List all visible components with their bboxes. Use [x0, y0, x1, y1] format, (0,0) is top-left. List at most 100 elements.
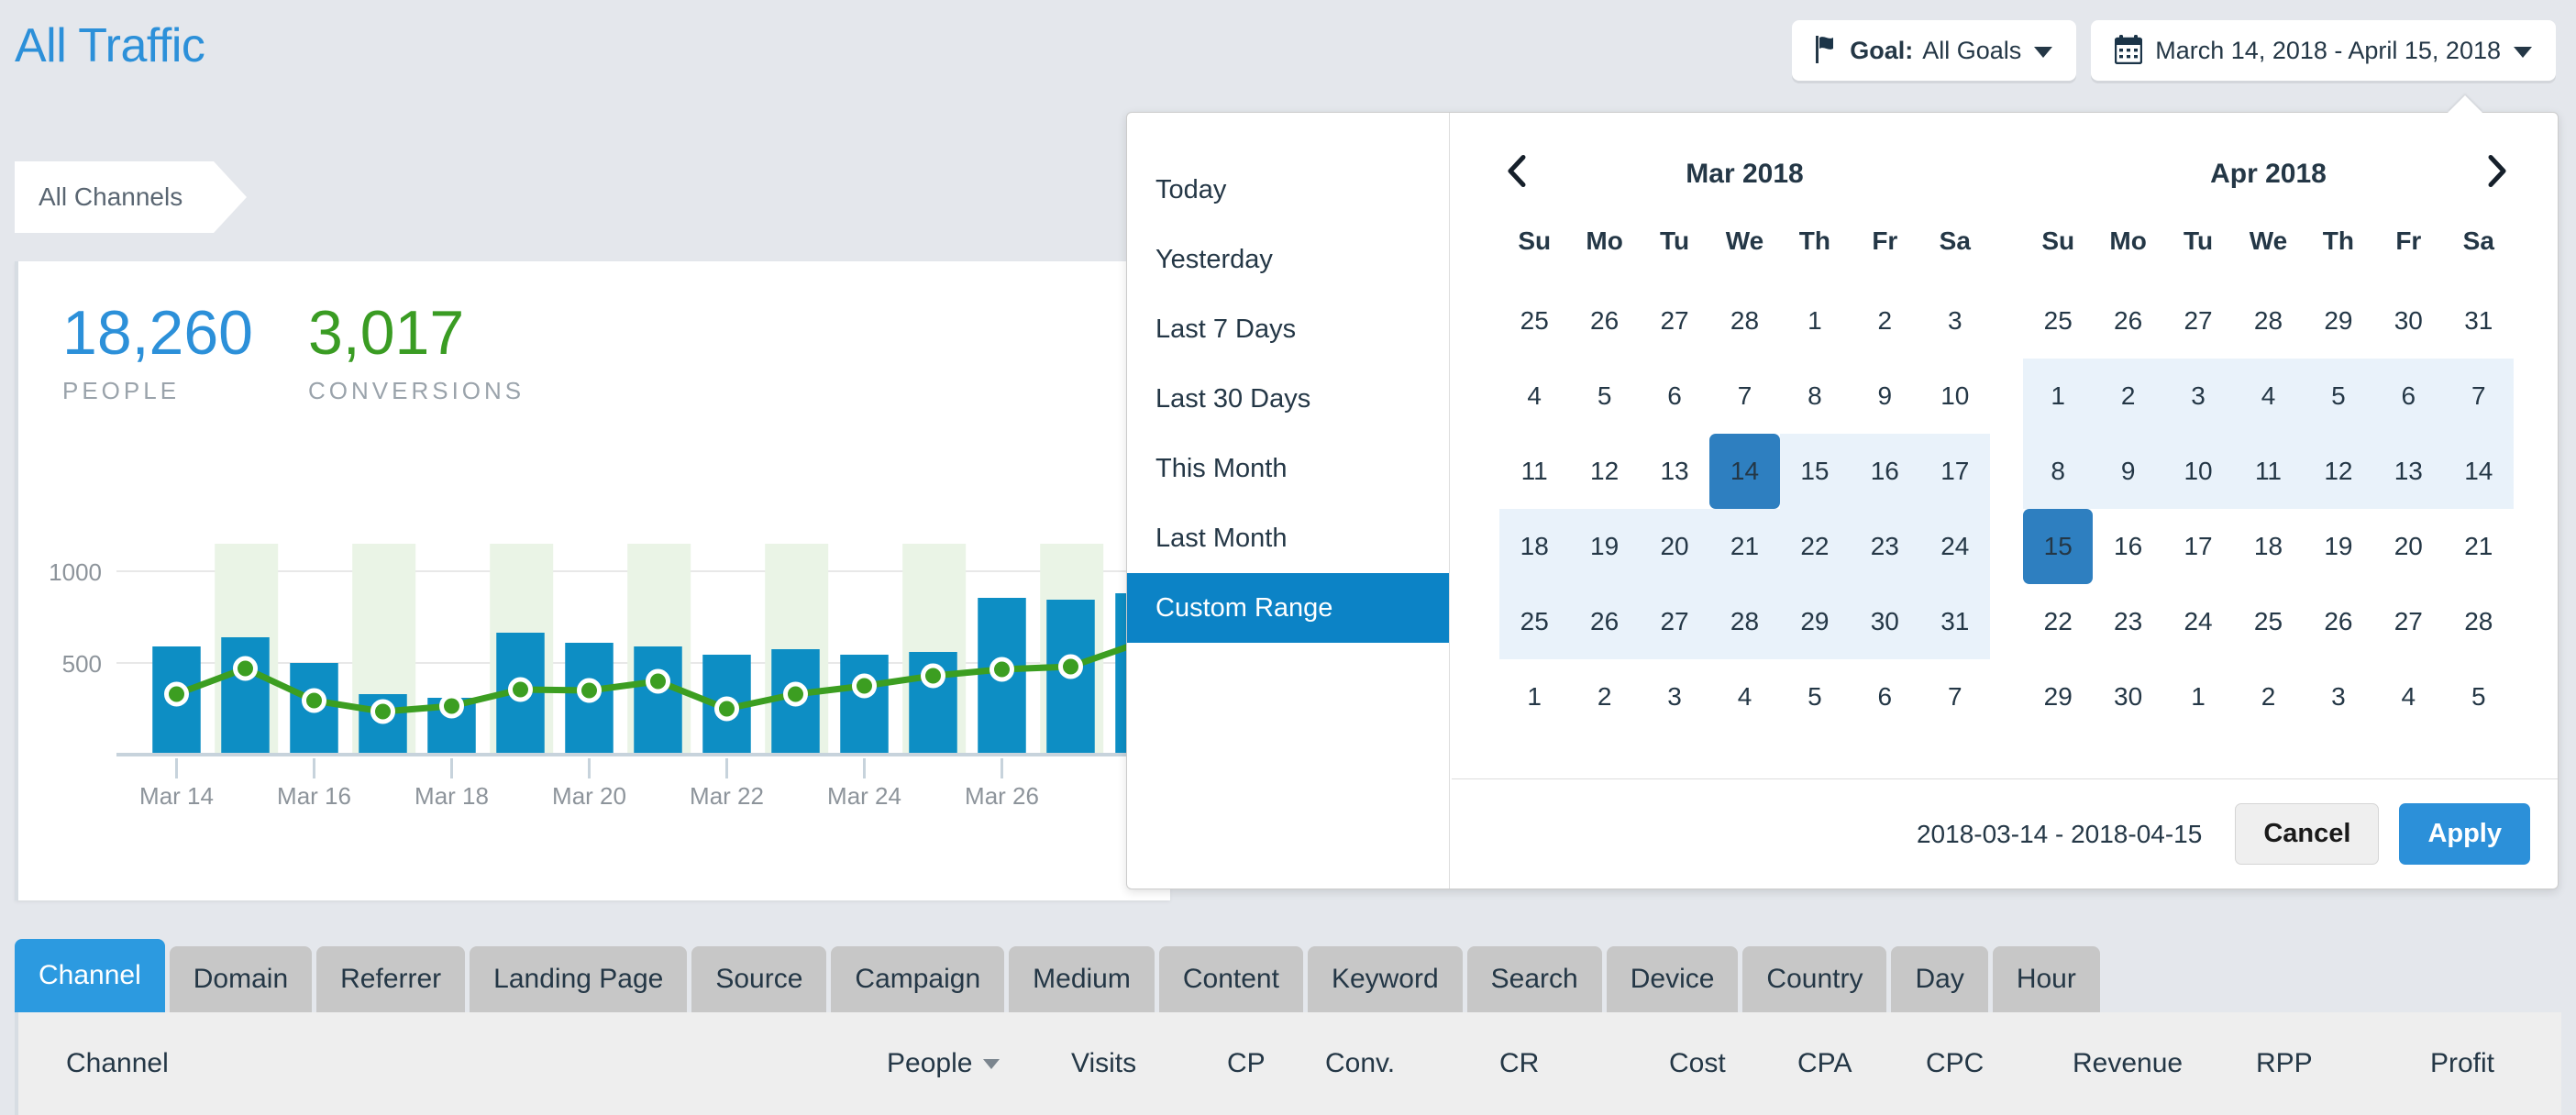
calendar-day[interactable]: 18: [1499, 509, 1570, 584]
column-header-visits[interactable]: Visits: [1071, 1048, 1136, 1079]
calendar-day[interactable]: 31: [1919, 584, 1990, 659]
tab-medium[interactable]: Medium: [1009, 946, 1155, 1012]
column-header-profit[interactable]: Profit: [2430, 1048, 2494, 1079]
calendar-day[interactable]: 26: [1590, 306, 1620, 335]
calendar-day[interactable]: 19: [1569, 509, 1640, 584]
date-preset-this-month[interactable]: This Month: [1127, 434, 1449, 503]
calendar-day[interactable]: 10: [1940, 381, 1970, 410]
calendar-day[interactable]: 24: [2184, 607, 2213, 635]
calendar-day[interactable]: 3: [2162, 359, 2234, 434]
calendar-day[interactable]: 21: [2464, 532, 2493, 560]
calendar-day[interactable]: 15: [1779, 434, 1851, 509]
calendar-day[interactable]: 1: [1808, 306, 1822, 335]
calendar-day[interactable]: 4: [2233, 359, 2304, 434]
calendar-day[interactable]: 1: [2191, 682, 2206, 711]
calendar-day[interactable]: 5: [1808, 682, 1822, 711]
column-header-channel[interactable]: Channel: [66, 1048, 169, 1079]
tab-keyword[interactable]: Keyword: [1307, 946, 1463, 1012]
calendar-day[interactable]: 27: [2394, 607, 2423, 635]
calendar-day[interactable]: 5: [2471, 682, 2486, 711]
calendar-day[interactable]: 11: [2233, 434, 2304, 509]
column-header-cp[interactable]: CP: [1227, 1048, 1266, 1079]
date-preset-last-7-days[interactable]: Last 7 Days: [1127, 294, 1449, 364]
calendar-day[interactable]: 11: [1520, 457, 1548, 485]
column-header-cpc[interactable]: CPC: [1926, 1048, 1984, 1079]
calendar-day[interactable]: 4: [1737, 682, 1752, 711]
calendar-day[interactable]: 25: [1520, 306, 1549, 335]
calendar-day[interactable]: 30: [2394, 306, 2423, 335]
column-header-rpp[interactable]: RPP: [2256, 1048, 2313, 1079]
calendar-day[interactable]: 20: [2394, 532, 2423, 560]
tab-campaign[interactable]: Campaign: [831, 946, 1005, 1012]
column-header-revenue[interactable]: Revenue: [2073, 1048, 2183, 1079]
calendar-day-selected[interactable]: 14: [1709, 434, 1780, 509]
calendar-day[interactable]: 22: [2043, 607, 2073, 635]
date-preset-today[interactable]: Today: [1127, 155, 1449, 225]
calendar-day[interactable]: 6: [1667, 381, 1682, 410]
cancel-button[interactable]: Cancel: [2235, 803, 2380, 865]
calendar-day[interactable]: 14: [2443, 434, 2514, 509]
tab-hour[interactable]: Hour: [1992, 946, 2100, 1012]
calendar-day[interactable]: 29: [1779, 584, 1851, 659]
calendar-day[interactable]: 31: [2464, 306, 2493, 335]
calendar-day[interactable]: 25: [1499, 584, 1570, 659]
calendar-day[interactable]: 3: [1947, 306, 1962, 335]
calendar-day[interactable]: 26: [1569, 584, 1640, 659]
calendar-day[interactable]: 22: [1779, 509, 1851, 584]
calendar-day[interactable]: 13: [2373, 434, 2444, 509]
calendar-day[interactable]: 4: [1527, 381, 1542, 410]
calendar-day[interactable]: 23: [2114, 607, 2143, 635]
calendar-day[interactable]: 9: [2093, 434, 2163, 509]
calendar-day[interactable]: 3: [1667, 682, 1682, 711]
column-header-conv[interactable]: Conv.: [1325, 1048, 1395, 1079]
goal-filter-button[interactable]: Goal: All Goals: [1792, 20, 2077, 81]
calendar-day[interactable]: 10: [2162, 434, 2234, 509]
calendar-day[interactable]: 28: [1730, 306, 1760, 335]
next-month-icon[interactable]: [2484, 153, 2508, 196]
calendar-day[interactable]: 21: [1709, 509, 1780, 584]
calendar-day[interactable]: 8: [2023, 434, 2094, 509]
calendar-day[interactable]: 26: [2324, 607, 2353, 635]
tab-content[interactable]: Content: [1158, 946, 1303, 1012]
date-preset-custom-range[interactable]: Custom Range: [1127, 573, 1449, 643]
calendar-day[interactable]: 23: [1850, 509, 1920, 584]
column-header-cost[interactable]: Cost: [1669, 1048, 1726, 1079]
calendar-day[interactable]: 5: [1597, 381, 1612, 410]
calendar-day[interactable]: 6: [2373, 359, 2444, 434]
calendar-day[interactable]: 2: [2093, 359, 2163, 434]
calendar-day[interactable]: 28: [1709, 584, 1780, 659]
column-header-cr[interactable]: CR: [1499, 1048, 1539, 1079]
date-preset-last-30-days[interactable]: Last 30 Days: [1127, 364, 1449, 434]
apply-button[interactable]: Apply: [2399, 803, 2530, 865]
tab-referrer[interactable]: Referrer: [316, 946, 466, 1012]
calendar-day[interactable]: 2: [1597, 682, 1612, 711]
calendar-day[interactable]: 13: [1660, 457, 1689, 485]
prev-month-icon[interactable]: [1505, 153, 1529, 196]
calendar-day[interactable]: 19: [2324, 532, 2353, 560]
calendar-day[interactable]: 5: [2303, 359, 2374, 434]
calendar-day[interactable]: 7: [1737, 381, 1752, 410]
calendar-day[interactable]: 17: [2184, 532, 2213, 560]
calendar-day[interactable]: 27: [1660, 306, 1689, 335]
calendar-day[interactable]: 9: [1877, 381, 1893, 410]
calendar-day[interactable]: 25: [2043, 306, 2073, 335]
calendar-day[interactable]: 27: [1639, 584, 1710, 659]
tab-device[interactable]: Device: [1606, 946, 1739, 1012]
calendar-day[interactable]: 28: [2464, 607, 2493, 635]
calendar-day[interactable]: 6: [1877, 682, 1893, 711]
column-header-cpa[interactable]: CPA: [1797, 1048, 1852, 1079]
calendar-day[interactable]: 25: [2253, 607, 2283, 635]
tab-domain[interactable]: Domain: [169, 946, 313, 1012]
calendar-day[interactable]: 29: [2324, 306, 2353, 335]
column-header-people[interactable]: People: [887, 1048, 1001, 1079]
calendar-day[interactable]: 12: [1590, 457, 1620, 485]
calendar-day[interactable]: 18: [2253, 532, 2283, 560]
tab-source[interactable]: Source: [691, 946, 827, 1012]
date-range-button[interactable]: March 14, 2018 - April 15, 2018: [2091, 20, 2556, 81]
calendar-day[interactable]: 2: [2261, 682, 2276, 711]
calendar-day[interactable]: 3: [2331, 682, 2346, 711]
calendar-day[interactable]: 16: [2114, 532, 2143, 560]
calendar-day[interactable]: 8: [1808, 381, 1822, 410]
calendar-day[interactable]: 4: [2401, 682, 2416, 711]
date-preset-last-month[interactable]: Last Month: [1127, 503, 1449, 573]
